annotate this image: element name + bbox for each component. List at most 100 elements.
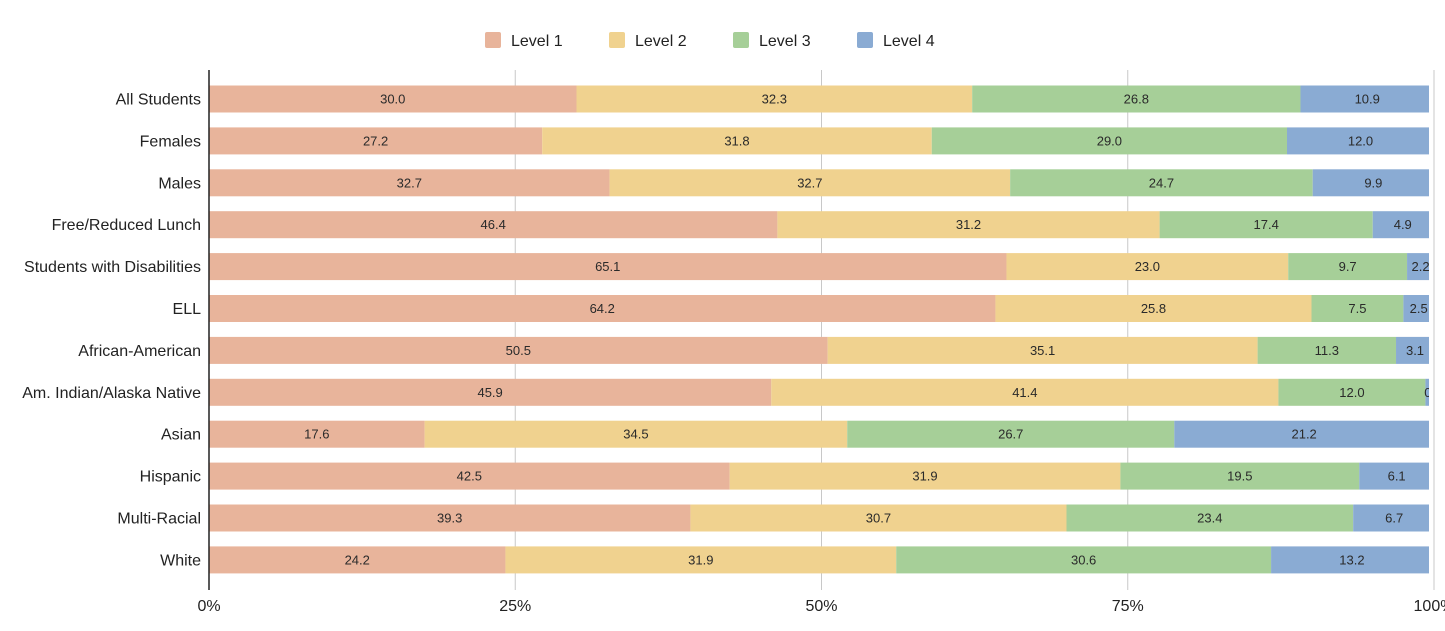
bar-level-3-asian (847, 420, 1175, 448)
category-label: Asian (161, 427, 201, 444)
bar-level-2-males (609, 169, 1011, 197)
data-label: 2.2 (1411, 259, 1429, 274)
data-label: 3.1 (1406, 343, 1424, 358)
data-label: 31.9 (912, 469, 937, 484)
bar-level-1-am-indian-alaska-native (209, 378, 772, 406)
category-label: Free/Reduced Lunch (52, 217, 201, 234)
bar-level-4-free-reduced-lunch (1372, 211, 1429, 239)
bar-level-1-african-american (209, 336, 828, 364)
category-label: Multi-Racial (117, 511, 201, 528)
bar-level-2-ell (995, 295, 1312, 322)
category-label: ELL (173, 301, 202, 318)
data-label: 10.9 (1355, 92, 1380, 107)
data-label: 6.7 (1385, 511, 1403, 526)
legend: Level 1 Level 2 Level 3 Level 4 (485, 32, 935, 50)
bar-level-4-females (1287, 127, 1429, 155)
bar-level-2-asian (424, 420, 848, 448)
bar-level-3-all-students (972, 85, 1301, 113)
bar-level-4-asian (1174, 420, 1429, 448)
bar-level-4-african-american (1396, 336, 1429, 364)
data-label: 45.9 (477, 385, 502, 400)
category-label: Students with Disabilities (24, 259, 201, 276)
data-label: 19.5 (1227, 469, 1252, 484)
bars (209, 85, 1429, 574)
bar-level-2-african-american (827, 336, 1258, 364)
data-label: 6.1 (1388, 469, 1406, 484)
data-label: 46.4 (481, 217, 506, 232)
data-label: 24.7 (1149, 175, 1174, 190)
data-label: 65.1 (595, 259, 620, 274)
bar-level-1-asian (209, 420, 425, 448)
data-label: 32.7 (397, 175, 422, 190)
x-axis-tick-labels: 0% 25% 50% 75% 100% (197, 598, 1445, 615)
bar-level-4-males (1312, 169, 1429, 197)
bar-level-2-multi-racial (690, 504, 1067, 532)
bar-level-2-students-with-disabilities (1006, 253, 1289, 281)
data-label: 0. (1424, 385, 1435, 400)
bar-level-1-ell (209, 295, 996, 322)
category-label: African-American (78, 343, 201, 360)
data-label: 32.3 (762, 92, 787, 107)
bar-level-3-free-reduced-lunch (1159, 211, 1373, 239)
bar-level-3-hispanic (1120, 462, 1360, 490)
legend-swatch-level-3 (733, 32, 749, 48)
data-label: 41.4 (1012, 385, 1037, 400)
bar-level-1-males (209, 169, 610, 197)
data-label: 4.9 (1394, 217, 1412, 232)
gridlines (514, 70, 1435, 590)
data-label: 9.7 (1339, 259, 1357, 274)
data-label: 31.9 (688, 552, 713, 567)
data-label: 13.2 (1339, 552, 1364, 567)
data-label: 64.2 (590, 301, 615, 316)
x-tick-label: 100% (1414, 598, 1445, 615)
data-label: 35.1 (1030, 343, 1055, 358)
bar-level-2-white (505, 546, 897, 574)
category-label: Hispanic (140, 469, 201, 486)
bar-level-4-all-students (1300, 85, 1429, 113)
bar-level-1-hispanic (209, 462, 730, 490)
bar-level-4-am-indian-alaska-native (1425, 378, 1429, 406)
bar-level-4-white (1271, 546, 1429, 574)
category-label: Am. Indian/Alaska Native (22, 385, 201, 402)
bar-level-3-white (896, 546, 1272, 574)
bar-level-2-am-indian-alaska-native (771, 378, 1279, 406)
legend-label-level-3: Level 3 (759, 33, 811, 50)
data-label: 42.5 (457, 469, 482, 484)
bar-level-1-white (209, 546, 506, 574)
bar-level-4-students-with-disabilities (1407, 253, 1429, 281)
data-label: 30.0 (380, 92, 405, 107)
data-label: 25.8 (1141, 301, 1166, 316)
data-label: 39.3 (437, 511, 462, 526)
data-label: 17.6 (304, 427, 329, 442)
bar-level-3-females (931, 127, 1287, 155)
bar-level-2-hispanic (729, 462, 1121, 490)
data-label: 26.8 (1124, 92, 1149, 107)
bar-level-1-students-with-disabilities (209, 253, 1007, 281)
legend-label-level-1: Level 1 (511, 33, 563, 50)
data-label: 31.2 (956, 217, 981, 232)
bar-level-4-ell (1403, 295, 1429, 322)
data-label: 9.9 (1364, 175, 1382, 190)
bar-level-1-free-reduced-lunch (209, 211, 778, 239)
data-label: 31.8 (724, 133, 749, 148)
legend-label-level-2: Level 2 (635, 33, 687, 50)
data-label: 23.4 (1197, 511, 1222, 526)
bar-level-3-african-american (1257, 336, 1397, 364)
category-label: Females (140, 133, 201, 150)
data-label: 11.3 (1315, 343, 1339, 358)
data-label: 34.5 (623, 427, 648, 442)
x-tick-label: 0% (197, 598, 220, 615)
data-label: 12.0 (1348, 133, 1373, 148)
bar-level-3-students-with-disabilities (1288, 253, 1408, 281)
legend-swatch-level-4 (857, 32, 873, 48)
data-label: 2.5 (1410, 301, 1428, 316)
bar-level-3-am-indian-alaska-native (1278, 378, 1426, 406)
bar-level-3-males (1010, 169, 1313, 197)
bar-level-1-multi-racial (209, 504, 691, 532)
data-label: 50.5 (506, 343, 531, 358)
legend-label-level-4: Level 4 (883, 33, 935, 50)
data-label: 21.2 (1291, 427, 1316, 442)
data-label: 29.0 (1097, 133, 1122, 148)
